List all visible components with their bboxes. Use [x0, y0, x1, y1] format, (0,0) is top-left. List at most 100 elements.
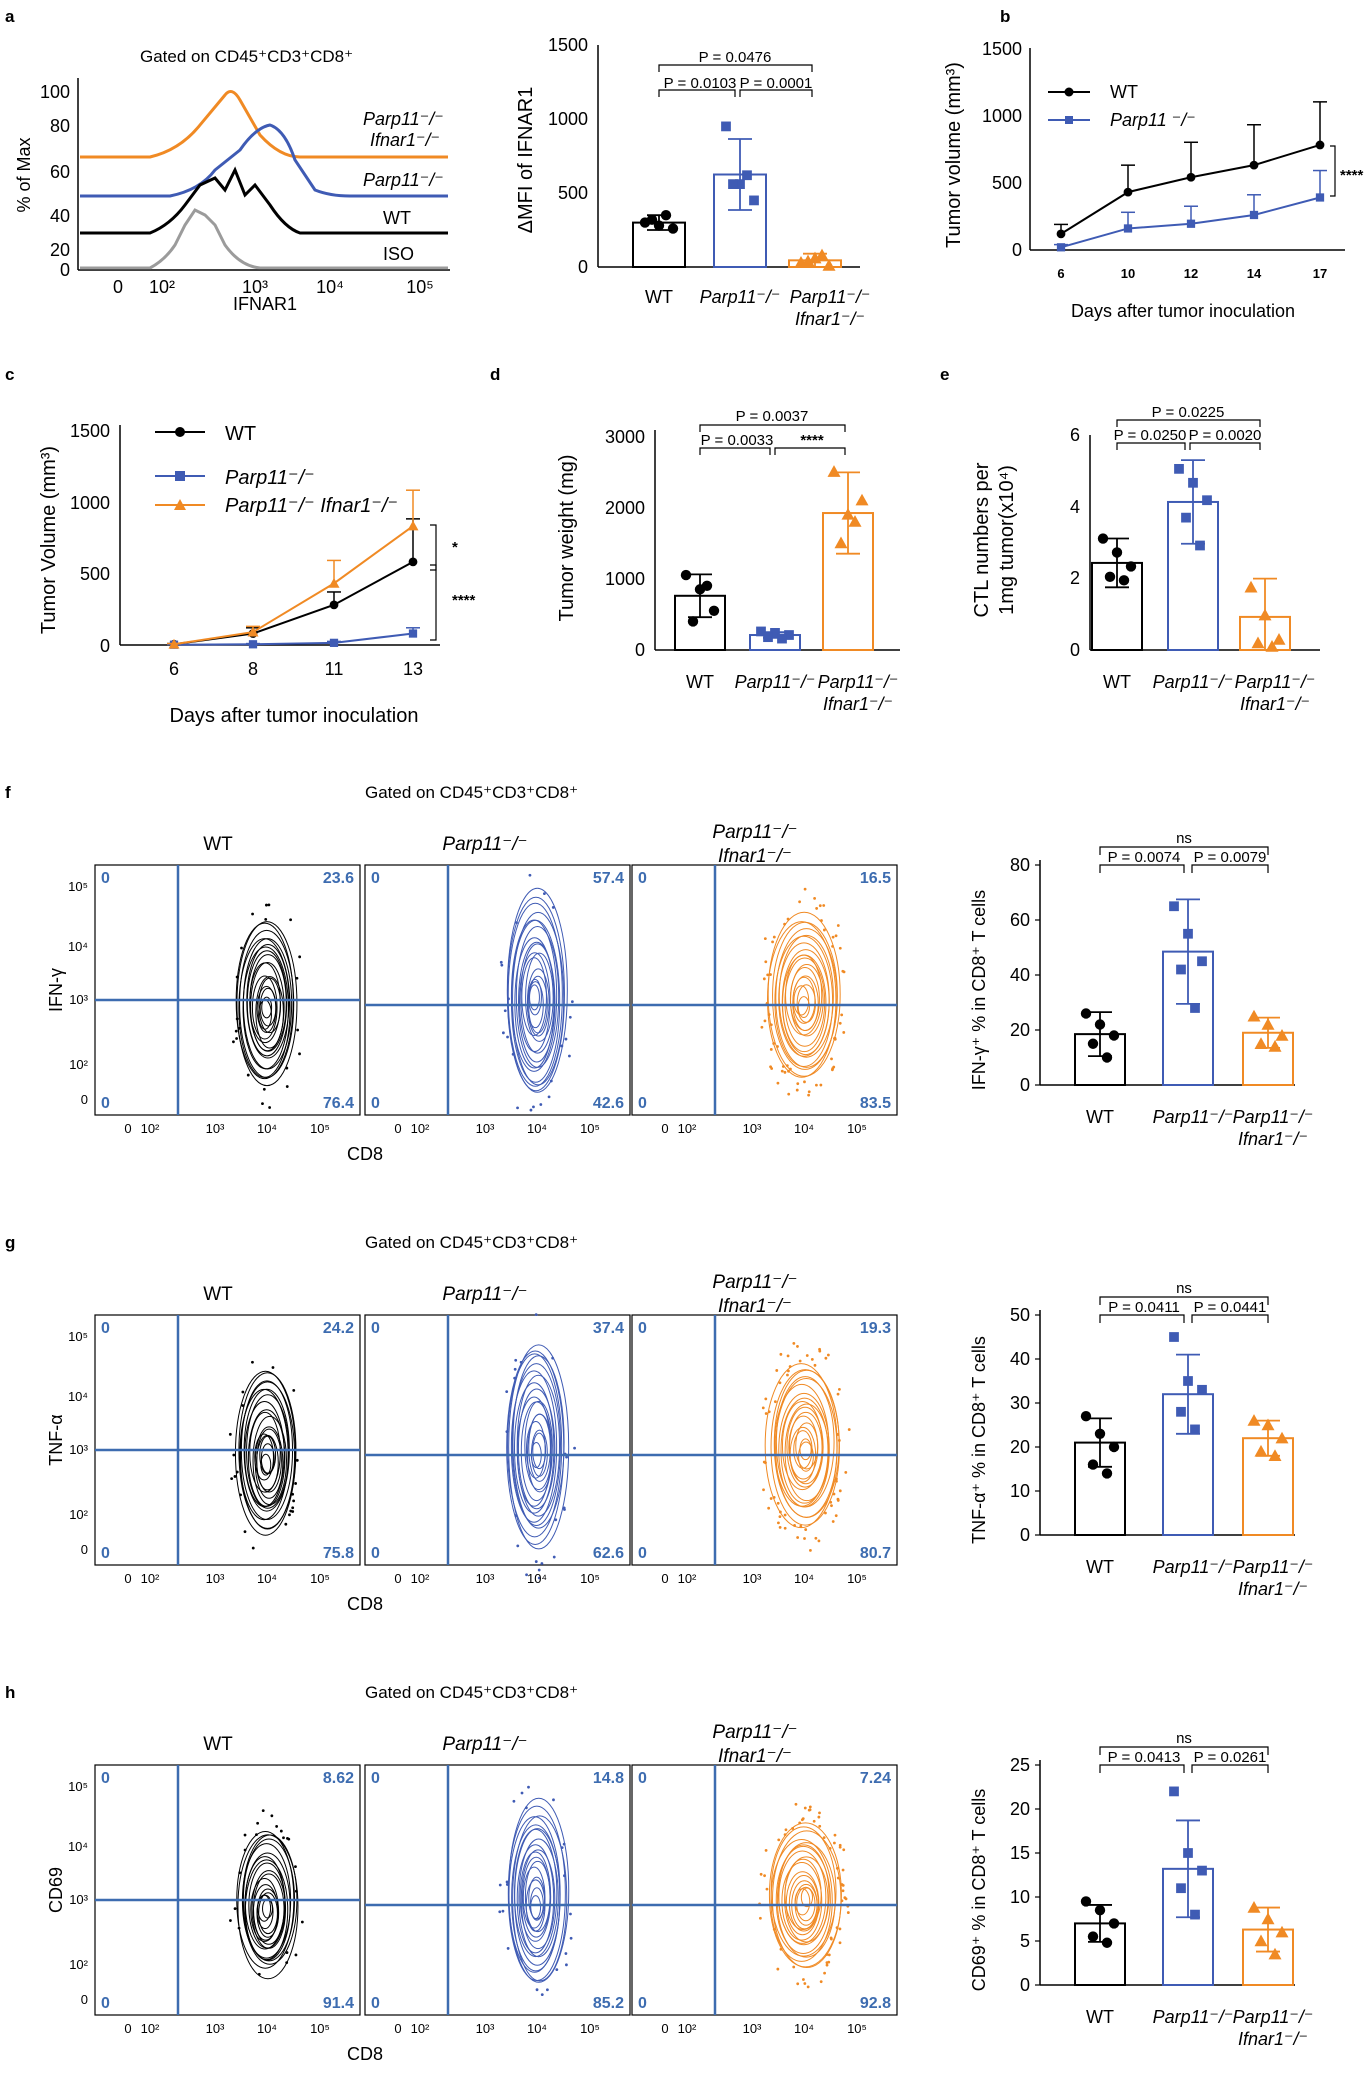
- contour-line: [524, 1860, 551, 1933]
- outlier-dot: [503, 1009, 507, 1013]
- b-legend-wt-marker: [1064, 87, 1074, 97]
- outlier-dot: [285, 1951, 289, 1954]
- outlier-dot: [794, 1802, 798, 1806]
- quadrant-value: 0: [371, 870, 380, 887]
- outlier-dot: [764, 1848, 768, 1852]
- bar-ytick: 20: [1010, 1437, 1030, 1457]
- contour-line: [511, 1363, 561, 1526]
- outlier-dot: [836, 1392, 840, 1396]
- outlier-dot: [275, 1825, 279, 1828]
- bar-group: Parp11⁻/⁻: [1153, 1107, 1234, 1127]
- outlier-dot: [555, 1968, 559, 1972]
- p-value: P = 0.0261: [1194, 1749, 1267, 1766]
- a-trace-label-wt: WT: [383, 208, 411, 228]
- outlier-dot: [513, 1376, 517, 1380]
- outlier-dot: [524, 1806, 528, 1810]
- contour-line: [518, 941, 556, 1063]
- flow-xtick: 10⁵: [847, 1571, 867, 1586]
- outlier-dot: [765, 1887, 769, 1891]
- contour-line: [799, 1438, 812, 1461]
- flow-xtick: 0: [124, 2021, 131, 2036]
- outlier-dot: [776, 1081, 780, 1085]
- contour-line: [795, 1422, 819, 1470]
- c-sig-bracket-2: [430, 564, 437, 641]
- data-point: [408, 629, 418, 638]
- contour-line: [244, 1852, 291, 1961]
- outlier-dot: [803, 1537, 806, 1540]
- flow-xlabel: CD8: [347, 2044, 383, 2064]
- outlier-dot: [844, 1470, 848, 1474]
- data-point: [1261, 1912, 1275, 1925]
- e-pval: P = 0.0020: [1189, 427, 1262, 444]
- contour-line: [532, 1432, 547, 1470]
- a-trace-label-parp11: Parp11⁻/⁻: [363, 109, 444, 129]
- sig-bracket: [1099, 864, 1185, 873]
- panel-c-label: c: [5, 365, 14, 384]
- data-point: [1254, 1934, 1268, 1947]
- outlier-dot: [818, 904, 822, 908]
- bar-group: Parp11⁻/⁻: [1233, 1107, 1314, 1127]
- outlier-dot: [241, 1404, 245, 1407]
- d-ytick: 2000: [605, 498, 645, 518]
- bar-group: Ifnar1⁻/⁻: [1238, 1579, 1308, 1599]
- data-point: [1247, 1414, 1261, 1426]
- bar-ytick: 30: [1010, 1393, 1030, 1413]
- outlier-dot: [817, 1539, 821, 1543]
- quadrant-value: 16.5: [860, 870, 891, 887]
- c-sig-2: ****: [452, 592, 476, 609]
- outlier-dot: [776, 1045, 779, 1048]
- outlier-dot: [788, 1365, 792, 1368]
- c-legend-dko-marker: [174, 499, 186, 510]
- outlier-dot: [835, 1479, 838, 1483]
- flow-xtick: 10²: [411, 2021, 430, 2036]
- bar-group: WT: [1086, 2007, 1114, 2027]
- bar-ytick: 60: [1010, 910, 1030, 930]
- data-point: [701, 580, 713, 591]
- bar-ylabel: IFN-γ⁺ % in CD8⁺ T cells: [969, 890, 989, 1090]
- outlier-dot: [776, 1501, 780, 1505]
- outlier-dot: [838, 1387, 841, 1391]
- data-point: [1169, 901, 1179, 912]
- outlier-dot: [838, 1843, 842, 1847]
- a-hist-xtick: 10³: [242, 277, 268, 297]
- flow-xtick: 10⁴: [794, 1121, 814, 1136]
- contour-line: [244, 1856, 286, 1950]
- outlier-dot: [798, 900, 802, 904]
- a-bar-group: WT: [645, 287, 673, 307]
- outlier-dot: [792, 1341, 796, 1345]
- flow-xtick: 10²: [678, 1121, 697, 1136]
- quadrant-value: 24.2: [323, 1320, 354, 1337]
- d-bar-marks: [674, 465, 874, 652]
- data-point: [328, 577, 340, 588]
- outlier-dot: [764, 960, 768, 964]
- outlier-dot: [786, 1373, 789, 1377]
- outlier-dot: [842, 970, 846, 974]
- contour-line: [775, 928, 838, 1068]
- contour-line: [772, 1830, 842, 1969]
- d-ylabel: Tumor weight (mg): [556, 454, 578, 621]
- b-ytick: 500: [992, 173, 1022, 193]
- a-hist-ytick: 100: [40, 82, 70, 102]
- outlier-dot: [818, 1347, 821, 1351]
- a-trace-label-ifnar1: Ifnar1⁻/⁻: [370, 130, 440, 150]
- outlier-dot: [238, 1026, 241, 1030]
- outlier-dot: [775, 1369, 779, 1372]
- flow-xtick: 10²: [411, 1121, 430, 1136]
- outlier-dot: [847, 1428, 851, 1431]
- data-point: [1169, 1332, 1179, 1342]
- quadrant-value: 0: [638, 870, 647, 887]
- panel-a-label: a: [5, 7, 15, 26]
- flow-xtick: 10⁵: [310, 1571, 330, 1586]
- flow-plot-frame: [94, 1764, 361, 2016]
- outlier-dot: [763, 1874, 766, 1878]
- panel-label: h: [5, 1683, 15, 1702]
- outlier-dot: [783, 1513, 787, 1517]
- flow-xtick: 10³: [743, 1571, 762, 1586]
- plot-header: Ifnar1⁻/⁻: [718, 846, 792, 867]
- data-point: [1094, 1019, 1106, 1030]
- c-xtick: 13: [403, 659, 423, 679]
- data-point: [1094, 1428, 1106, 1440]
- outlier-dot: [569, 1912, 572, 1916]
- outlier-dot: [812, 1819, 816, 1823]
- e-group: WT: [1103, 672, 1131, 692]
